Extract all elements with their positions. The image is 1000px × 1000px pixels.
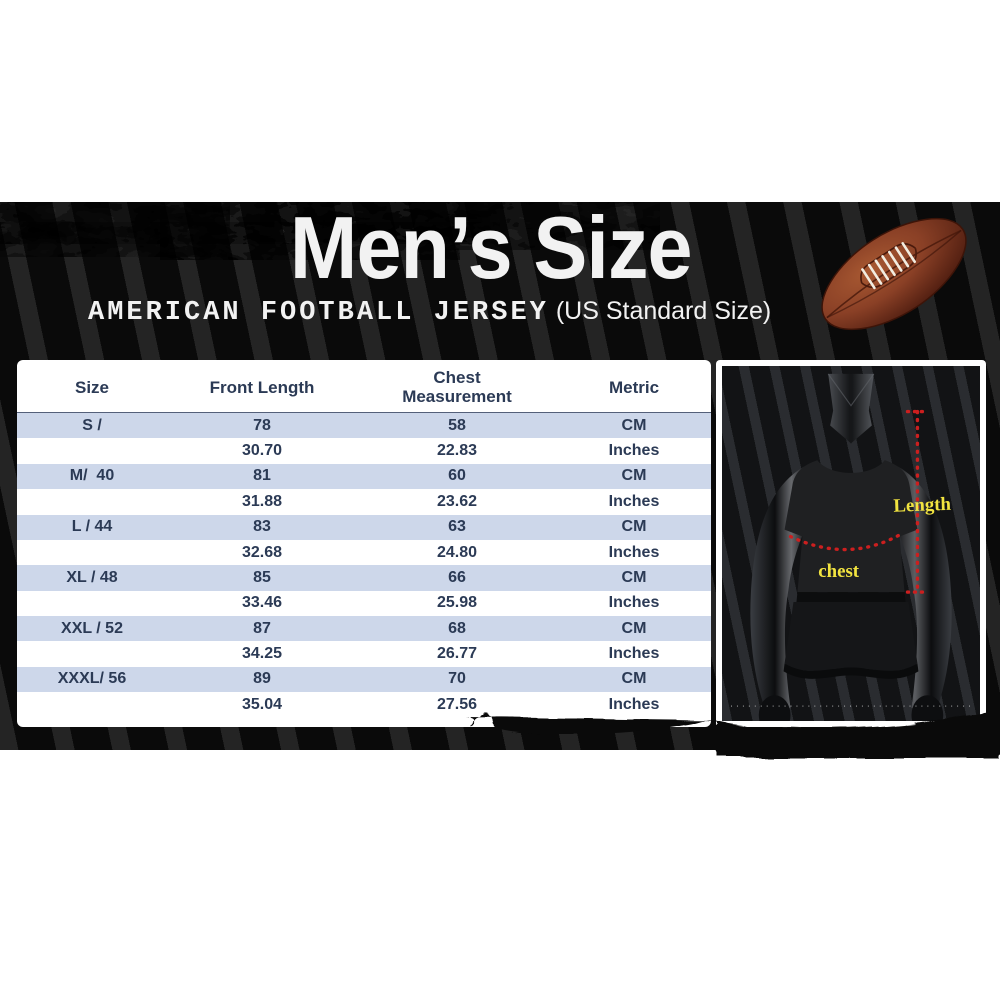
svg-text:chest: chest — [818, 561, 860, 582]
svg-text:Length: Length — [893, 494, 952, 517]
